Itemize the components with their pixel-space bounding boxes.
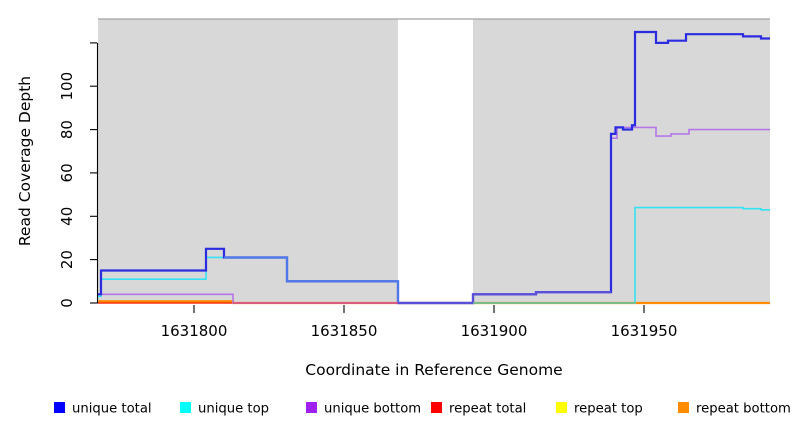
legend-swatch-repeat-total [431, 402, 442, 413]
shaded-regions [98, 19, 770, 303]
y-axis-title: Read Coverage Depth [16, 76, 34, 246]
x-tick-label-1631850: 1631850 [311, 322, 378, 340]
legend-item-repeat-total: repeat total [431, 402, 526, 417]
y-tick-label-0: 0 [58, 298, 76, 308]
legend-label-unique-top: unique top [198, 402, 269, 417]
legend-label-unique-bottom: unique bottom [324, 402, 421, 417]
y-tick-label-20: 20 [58, 250, 76, 269]
legend: unique total unique top unique bottom re… [54, 402, 791, 417]
x-axis [193, 305, 645, 313]
legend-swatch-repeat-top [556, 402, 567, 413]
legend-swatch-repeat-bottom [678, 402, 689, 413]
legend-item-repeat-bottom: repeat bottom [678, 402, 791, 417]
legend-item-unique-total: unique total [54, 402, 152, 417]
legend-item-unique-top: unique top [180, 402, 269, 417]
series-unique-total [98, 30, 770, 305]
shaded-region [473, 19, 770, 303]
y-tick-label-80: 80 [58, 120, 76, 139]
x-tick-label-1631950: 1631950 [611, 322, 678, 340]
y-tick-label-60: 60 [58, 163, 76, 182]
legend-label-repeat-bottom: repeat bottom [696, 402, 791, 417]
series-blend-total-over-top [224, 256, 400, 303]
series-blend-total-over-bottom [398, 291, 611, 305]
x-tick-label-1631800: 1631800 [161, 322, 228, 340]
legend-item-unique-bottom: unique bottom [306, 402, 421, 417]
y-tick-label-40: 40 [58, 207, 76, 226]
legend-label-unique-total: unique total [72, 402, 152, 417]
x-tick-label-1631900: 1631900 [461, 322, 528, 340]
x-axis-title: Coordinate in Reference Genome [305, 361, 562, 379]
series-lines [98, 30, 770, 305]
y-axis [90, 42, 99, 304]
y-tick-label-100: 100 [58, 72, 76, 101]
legend-swatch-unique-total [54, 402, 65, 413]
legend-label-repeat-total: repeat total [449, 402, 526, 417]
legend-label-repeat-top: repeat top [574, 402, 643, 417]
shaded-region [98, 19, 398, 303]
legend-swatch-unique-bottom [306, 402, 317, 413]
legend-item-repeat-top: repeat top [556, 402, 643, 417]
legend-swatch-unique-top [180, 402, 191, 413]
